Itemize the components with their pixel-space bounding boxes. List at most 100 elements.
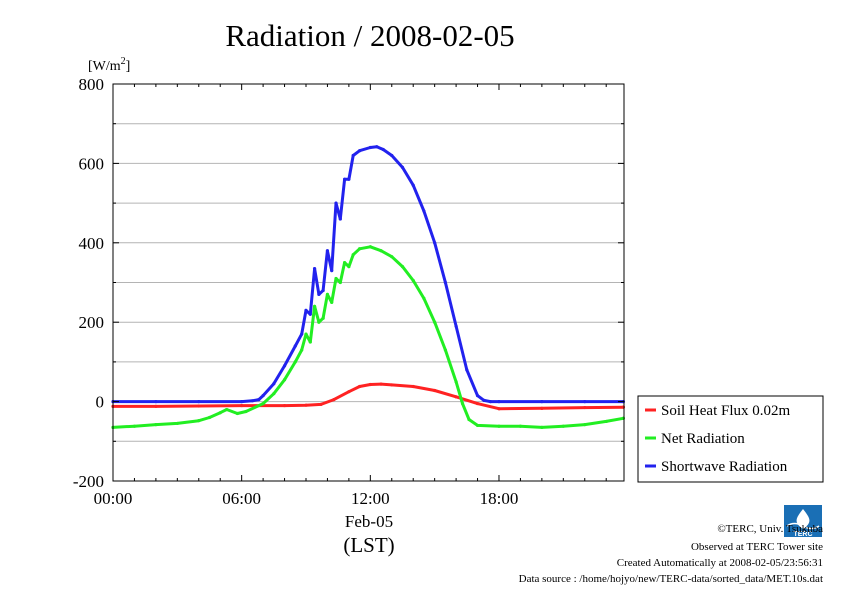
data-point — [342, 177, 347, 181]
data-point — [250, 399, 254, 403]
data-point — [300, 332, 304, 336]
data-point — [497, 400, 501, 404]
data-point — [261, 401, 265, 406]
data-point — [175, 421, 179, 426]
data-point — [482, 398, 486, 403]
tick-layer: -200 0 200 400 600 800 00:00 06:00 12:00 18:00 — [73, 75, 624, 508]
terc-logo: TERC — [784, 505, 822, 538]
data-point — [197, 400, 201, 404]
data-point — [300, 348, 304, 352]
data-point — [358, 149, 362, 153]
data-point — [304, 403, 308, 407]
data-point — [347, 265, 351, 269]
data-point — [154, 404, 158, 408]
data-point — [321, 316, 325, 320]
data-point — [358, 384, 362, 389]
data-point — [433, 320, 437, 324]
data-point — [368, 245, 372, 249]
y-tick-label: -200 — [73, 472, 104, 491]
y-tick-label: 800 — [79, 75, 105, 94]
data-point — [207, 415, 212, 420]
data-point — [304, 332, 308, 336]
data-point — [351, 253, 355, 257]
data-point — [293, 360, 297, 364]
data-point — [443, 280, 447, 285]
data-point — [282, 364, 287, 368]
legend-box — [637, 395, 824, 483]
data-point — [454, 324, 458, 328]
data-point — [257, 398, 261, 402]
series-line-shortwave-radiation — [111, 145, 625, 404]
data-point — [218, 411, 222, 415]
data-point — [604, 419, 608, 424]
legend-label: Shortwave Radiation — [661, 459, 788, 475]
data-point — [518, 424, 523, 428]
data-point — [334, 201, 338, 205]
data-point — [454, 380, 458, 384]
data-point — [240, 403, 244, 408]
data-point — [583, 400, 587, 404]
data-point — [540, 406, 544, 410]
footer-created: Created Automatically at 2008-02-05/23:5… — [617, 557, 823, 569]
data-point — [540, 425, 544, 430]
data-point — [338, 280, 342, 285]
legend-label: Net Radiation — [661, 431, 745, 447]
data-point — [293, 344, 297, 348]
data-point — [132, 424, 137, 428]
data-point — [368, 145, 372, 150]
data-point — [351, 153, 355, 158]
data-point — [443, 348, 447, 352]
x-tick-label: 18:00 — [480, 489, 519, 508]
data-point — [475, 394, 480, 398]
data-point — [390, 383, 394, 387]
data-point — [368, 382, 372, 387]
data-point — [390, 255, 394, 259]
data-point — [475, 423, 480, 428]
data-point — [319, 402, 323, 406]
data-point — [347, 390, 351, 394]
data-point — [465, 368, 469, 372]
y-tick-label: 400 — [79, 234, 105, 253]
data-point — [225, 407, 229, 412]
x-date-label: Feb-05 — [345, 512, 393, 531]
data-point — [400, 165, 405, 169]
data-point — [317, 320, 321, 324]
data-point — [467, 417, 471, 422]
data-point — [235, 411, 239, 416]
data-point — [379, 249, 383, 253]
footer-source: Data source : /home/hojyo/new/TERC-data/… — [519, 573, 823, 585]
grid-layer — [113, 123, 624, 442]
footer-copyright: ©TERC, Univ. Tsukuba — [717, 523, 823, 535]
data-point — [330, 268, 334, 273]
legend-label: Soil Heat Flux 0.02m — [661, 403, 791, 419]
data-point — [422, 296, 426, 300]
data-point — [411, 278, 415, 283]
x-tick-label: 06:00 — [222, 489, 261, 508]
data-point — [244, 409, 248, 414]
data-point — [308, 340, 312, 344]
data-point — [411, 384, 415, 389]
data-point — [583, 423, 587, 427]
y-axis-unit: [W/m2] — [88, 56, 130, 74]
data-point — [312, 267, 317, 271]
data-point — [272, 392, 276, 396]
data-point — [375, 145, 379, 149]
data-point — [334, 276, 338, 281]
legend: Soil Heat Flux 0.02m Net Radiation Shortwa… — [637, 395, 824, 483]
data-point — [330, 300, 334, 304]
data-point — [433, 241, 437, 245]
y-tick-label: 0 — [96, 393, 105, 412]
data-point — [379, 382, 383, 386]
logo-text: TERC — [793, 531, 812, 538]
data-point — [338, 217, 342, 221]
data-point — [332, 398, 336, 402]
y-tick-label: 200 — [79, 313, 105, 332]
series-line-soil-heat-flux-0-02m — [111, 382, 625, 411]
data-point — [433, 388, 437, 393]
data-point — [317, 292, 321, 297]
data-point — [282, 403, 287, 408]
data-point — [261, 394, 265, 398]
data-point — [497, 407, 501, 411]
data-point — [282, 378, 287, 382]
data-point — [583, 405, 587, 410]
